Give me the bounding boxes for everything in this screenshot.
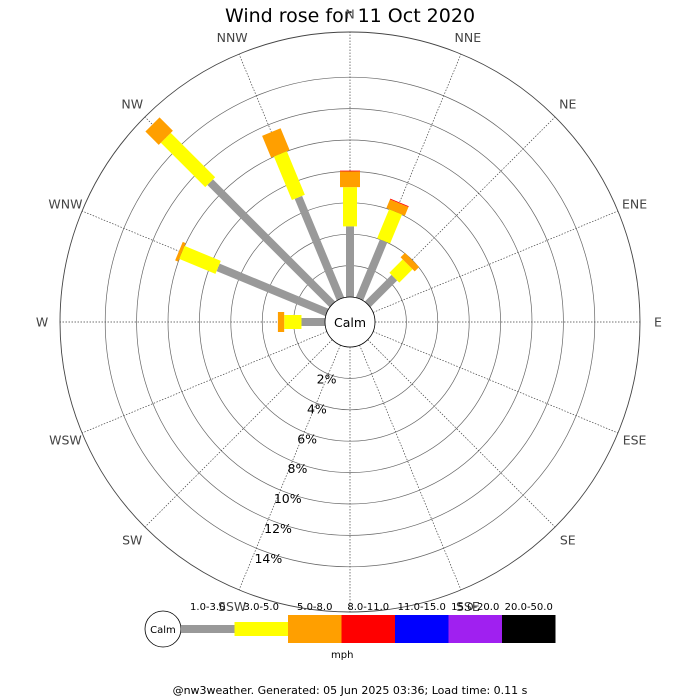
bar-nne-5.0-8.0: [386, 199, 409, 216]
bar-nnw-1.0-3.0: [294, 195, 345, 301]
bar-ne-1.0-3.0: [364, 274, 398, 308]
direction-label-ese: ESE: [623, 432, 647, 447]
spoke-ene: [372, 210, 619, 313]
legend-swatch-8.0-11.0: [341, 615, 395, 643]
legend-label-3.0-5.0: 3.0-5.0: [244, 602, 279, 613]
ring-label-12: 12%: [264, 521, 292, 536]
bar-nne-1.0-3.0: [355, 239, 388, 301]
legend-label-1.0-3.0: 1.0-3.0: [190, 602, 225, 613]
spoke-ne: [367, 116, 556, 305]
bar-nw-3.0-5.0: [160, 132, 216, 188]
direction-label-ssw: SSW: [218, 599, 246, 614]
legend-swatch-1.0-3.0: [181, 625, 235, 633]
calm-label: Calm: [334, 315, 366, 330]
spoke-sw: [144, 339, 333, 528]
bar-wnw-1.0-3.0: [216, 263, 329, 317]
ring-label-4: 4%: [307, 402, 327, 417]
direction-label-nw: NW: [121, 97, 143, 112]
direction-label-w: W: [36, 315, 48, 330]
direction-label-nne: NNE: [455, 30, 482, 45]
ring-label-2: 2%: [317, 372, 337, 387]
bar-wnw-3.0-5.0: [179, 245, 221, 274]
ring-label-10: 10%: [274, 491, 302, 506]
calm-center-circle: [324, 296, 376, 348]
legend-swatch-20.0-50.0: [502, 615, 556, 643]
direction-label-wnw: WNW: [48, 197, 82, 212]
bar-ne-5.0-8.0: [400, 252, 420, 272]
spoke-ssw: [238, 344, 341, 591]
ring-label-14: 14%: [254, 551, 282, 566]
spoke-sse: [359, 344, 462, 591]
bar-nw-1.0-3.0: [207, 179, 336, 308]
direction-label-ne: NE: [559, 97, 576, 112]
bar-nne-3.0-5.0: [377, 209, 403, 244]
spoke-ese: [372, 331, 619, 434]
wind-bars: [145, 117, 420, 332]
direction-label-ene: ENE: [622, 197, 647, 212]
footer-text: @nw3weather. Generated: 05 Jun 2025 03:3…: [172, 684, 528, 697]
legend-swatch-3.0-5.0: [234, 622, 288, 636]
spoke-se: [367, 339, 556, 528]
chart-title: Wind rose for 11 Oct 2020: [224, 5, 476, 27]
direction-label-sw: SW: [122, 532, 142, 547]
direction-label-nnw: NNW: [217, 30, 248, 45]
bar-wnw-5.0-8.0: [175, 241, 186, 262]
direction-label-e: E: [654, 315, 662, 330]
direction-label-se: SE: [560, 532, 576, 547]
direction-labels: NNNENEENEEESESESSESSSWSWWSWWWNWNWNNW: [36, 7, 662, 638]
calm-circle: Calm: [324, 296, 376, 348]
spoke-nne: [359, 53, 462, 300]
ring-labels: 2% 4% 6% 8% 10% 12% 14%: [254, 372, 336, 566]
legend-swatch-11.0-15.0: [395, 615, 449, 643]
legend-label-11.0-15.0: 11.0-15.0: [398, 602, 446, 613]
legend-label-15.0-20.0: 15.0-20.0: [451, 602, 499, 613]
ring-12: [136, 108, 564, 536]
legend-swatch-15.0-20.0: [448, 615, 502, 643]
legend-label-20.0-50.0: 20.0-50.0: [505, 602, 553, 613]
legend-label-8.0-11.0: 8.0-11.0: [347, 602, 389, 613]
bar-nnw-3.0-5.0: [273, 151, 305, 201]
direction-label-sse: SSE: [456, 599, 480, 614]
bar-nw-5.0-8.0: [145, 117, 173, 145]
legend-swatch-5.0-8.0: [288, 615, 342, 643]
legend-unit: mph: [331, 650, 353, 661]
direction-label-n: N: [345, 7, 354, 22]
ring-label-8: 8%: [288, 461, 308, 476]
bar-nnw-5.0-8.0: [262, 128, 290, 158]
ring-label-6: 6%: [297, 431, 317, 446]
legend-calm-label: Calm: [150, 625, 176, 636]
bar-ne-3.0-5.0: [389, 259, 413, 283]
legend-label-5.0-8.0: 5.0-8.0: [297, 602, 332, 613]
spoke-wsw: [81, 331, 328, 434]
direction-label-wsw: WSW: [49, 432, 82, 447]
legend: Calm 1.0-3.0 3.0-5.0 5.0-8.0 8.0-11.0 11.0-15…: [144, 602, 556, 661]
